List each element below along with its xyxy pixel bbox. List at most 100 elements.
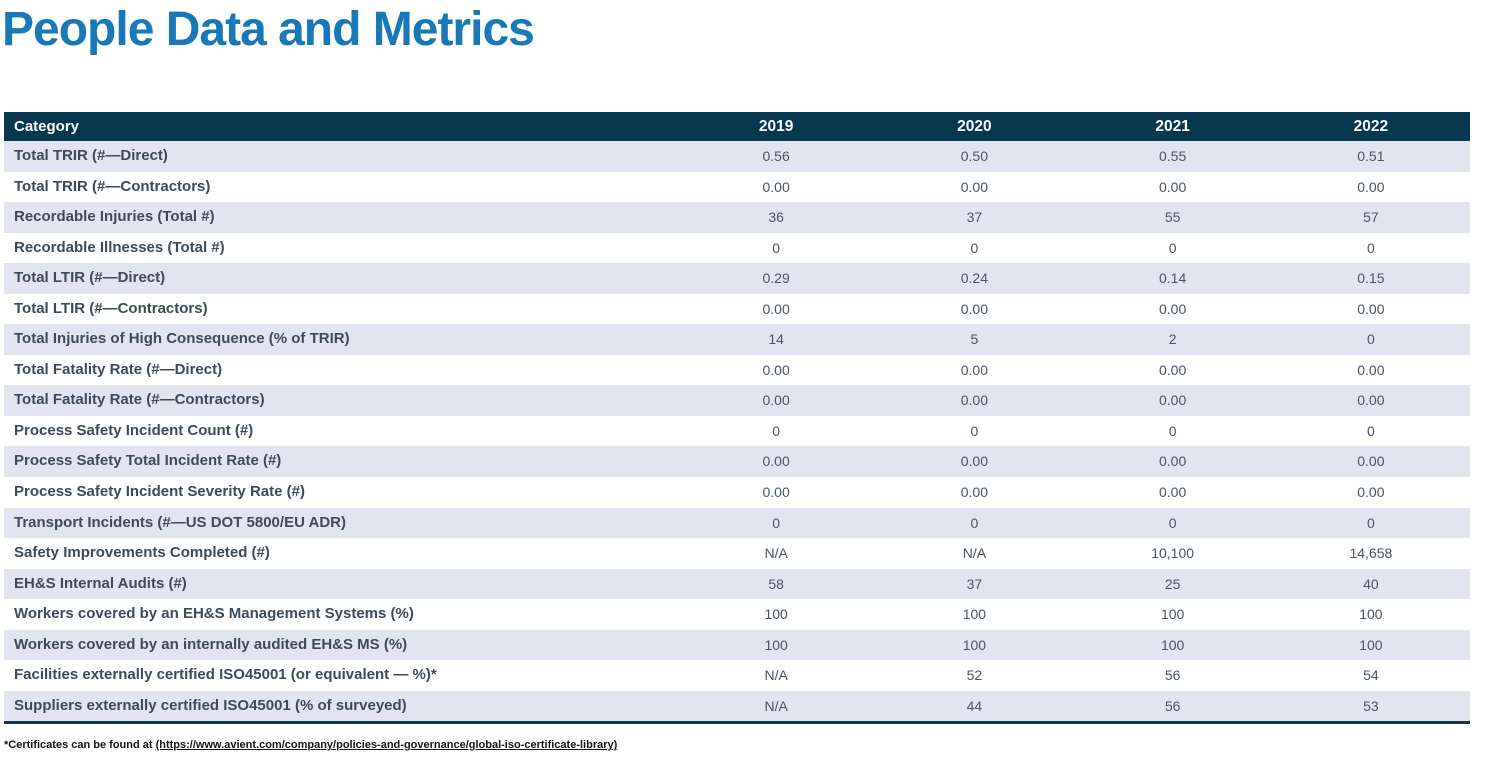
cell-value-2019: 0 <box>772 422 781 439</box>
table-row: Transport Incidents (#—US DOT 5800/EU AD… <box>4 507 1470 539</box>
column-header-2020: 2020 <box>957 118 992 135</box>
cell-value-2019: 0.00 <box>762 484 790 501</box>
table-row: EH&S Internal Audits (#) 58 37 25 40 <box>4 568 1470 600</box>
cell-value-2019: N/A <box>764 697 788 714</box>
cell-value-2022: 100 <box>1359 606 1383 623</box>
cell-value-2022: 0 <box>1366 422 1375 439</box>
cell-value-2022: 0.00 <box>1357 300 1385 317</box>
cell-value-2019: 0.00 <box>762 300 790 317</box>
footnote-link[interactable]: (https://www.avient.com/company/policies… <box>155 739 618 751</box>
row-label: Transport Incidents (#—US DOT 5800/EU AD… <box>14 513 347 531</box>
cell-value-2021: 2 <box>1168 331 1177 348</box>
row-label: Suppliers externally certified ISO45001 … <box>14 696 407 714</box>
row-label: Total TRIR (#—Contractors) <box>14 177 211 195</box>
row-label: EH&S Internal Audits (#) <box>14 574 187 592</box>
cell-value-2019: 0.00 <box>762 361 790 378</box>
row-label: Total Fatality Rate (#—Direct) <box>14 360 223 378</box>
cell-value-2021: 0.00 <box>1159 453 1187 470</box>
cell-value-2022: 0.00 <box>1357 178 1385 195</box>
cell-value-2020: 100 <box>962 636 987 653</box>
table-body: Total TRIR (#—Direct) 0.56 0.50 0.55 0.5… <box>4 141 1470 722</box>
column-header-2021: 2021 <box>1155 118 1190 135</box>
row-label: Total Fatality Rate (#—Contractors) <box>14 391 265 409</box>
table-row: Workers covered by an internally audited… <box>4 629 1470 661</box>
cell-value-2020: 0.00 <box>960 453 988 470</box>
cell-value-2020: 100 <box>962 606 987 623</box>
cell-value-2021: 0 <box>1168 422 1177 439</box>
table-row: Suppliers externally certified ISO45001 … <box>4 690 1470 722</box>
cell-value-2020: 0 <box>970 239 979 256</box>
row-label: Process Safety Total Incident Rate (#) <box>14 452 282 470</box>
cell-value-2019: 0 <box>772 514 781 531</box>
cell-value-2019: N/A <box>764 545 788 562</box>
cell-value-2021: 25 <box>1164 575 1181 592</box>
cell-value-2019: 58 <box>768 575 784 592</box>
cell-value-2020: 37 <box>966 209 983 226</box>
cell-value-2021: 100 <box>1160 606 1185 623</box>
cell-value-2020: 37 <box>966 575 983 592</box>
column-header-category: Category <box>14 118 80 135</box>
table-row: Recordable Illnesses (Total #) 0 0 0 0 <box>4 232 1470 264</box>
cell-value-2021: 10,100 <box>1151 545 1195 562</box>
row-label: Total LTIR (#—Direct) <box>14 269 166 287</box>
row-label: Recordable Illnesses (Total #) <box>14 238 225 256</box>
page-title: People Data and Metrics <box>2 3 535 56</box>
cell-value-2022: 0.00 <box>1357 484 1385 501</box>
cell-value-2020: N/A <box>962 545 987 562</box>
cell-value-2019: 0.00 <box>762 453 790 470</box>
cell-value-2021: 56 <box>1164 697 1181 714</box>
cell-value-2021: 100 <box>1160 636 1185 653</box>
footnote-text: *Certificates can be found at <box>4 739 156 751</box>
row-label: Process Safety Incident Severity Rate (#… <box>14 483 305 501</box>
cell-value-2022: 0 <box>1366 514 1375 531</box>
table-row: Recordable Injuries (Total #) 36 37 55 5… <box>4 202 1470 233</box>
cell-value-2022: 0.00 <box>1357 361 1385 378</box>
table-row: Safety Improvements Completed (#) N/A N/… <box>4 538 1470 569</box>
cell-value-2019: 0.00 <box>762 392 790 409</box>
cell-value-2022: 0 <box>1366 239 1375 256</box>
table-header-row: Category 2019 2020 2021 2022 <box>4 112 1470 141</box>
row-label: Recordable Injuries (Total #) <box>14 208 215 226</box>
row-label: Safety Improvements Completed (#) <box>14 544 270 562</box>
cell-value-2022: 0.51 <box>1357 148 1385 164</box>
cell-value-2022: 0 <box>1366 331 1375 348</box>
column-header-2022: 2022 <box>1353 118 1389 135</box>
cell-value-2022: 0.00 <box>1357 453 1385 470</box>
cell-value-2019: 0.29 <box>762 270 790 287</box>
cell-value-2020: 44 <box>966 697 983 714</box>
table-row: Total TRIR (#—Contractors) 0.00 0.00 0.0… <box>4 171 1470 203</box>
cell-value-2020: 0.00 <box>960 392 988 409</box>
cell-value-2020: 0.00 <box>960 484 988 501</box>
cell-value-2019: 14 <box>768 331 784 348</box>
cell-value-2020: 5 <box>970 331 979 348</box>
cell-value-2019: N/A <box>764 667 788 684</box>
cell-value-2020: 52 <box>966 667 983 684</box>
table-row: Total LTIR (#—Contractors) 0.00 0.00 0.0… <box>4 293 1470 325</box>
footnote: *Certificates can be found at (https://w… <box>4 739 617 751</box>
row-label: Total Injuries of High Consequence (% of… <box>14 330 350 348</box>
cell-value-2021: 0.14 <box>1159 270 1187 287</box>
cell-value-2020: 0 <box>970 514 979 531</box>
people-metrics-table: Category 2019 2020 2021 2022 Total TRIR … <box>4 112 1470 725</box>
cell-value-2020: 0.00 <box>960 178 988 195</box>
cell-value-2022: 40 <box>1363 575 1379 592</box>
cell-value-2020: 0.24 <box>960 270 988 287</box>
cell-value-2020: 0.50 <box>960 148 988 164</box>
cell-value-2021: 0 <box>1168 514 1177 531</box>
table-row: Process Safety Incident Severity Rate (#… <box>4 477 1470 508</box>
cell-value-2021: 0.00 <box>1159 300 1187 317</box>
cell-value-2021: 0.00 <box>1159 361 1187 378</box>
table-row: Process Safety Total Incident Rate (#) 0… <box>4 446 1470 478</box>
cell-value-2022: 53 <box>1363 697 1379 714</box>
cell-value-2022: 100 <box>1359 636 1383 653</box>
cell-value-2022: 54 <box>1363 667 1379 684</box>
table-row: Facilities externally certified ISO45001… <box>4 660 1470 691</box>
cell-value-2021: 55 <box>1164 209 1181 226</box>
cell-value-2021: 0.00 <box>1159 178 1187 195</box>
cell-value-2019: 36 <box>768 209 784 226</box>
cell-value-2020: 0.00 <box>960 300 988 317</box>
column-header-2019: 2019 <box>758 118 794 135</box>
table-row: Total LTIR (#—Direct) 0.29 0.24 0.14 0.1… <box>4 263 1470 294</box>
row-label: Total TRIR (#—Direct) <box>14 147 168 164</box>
